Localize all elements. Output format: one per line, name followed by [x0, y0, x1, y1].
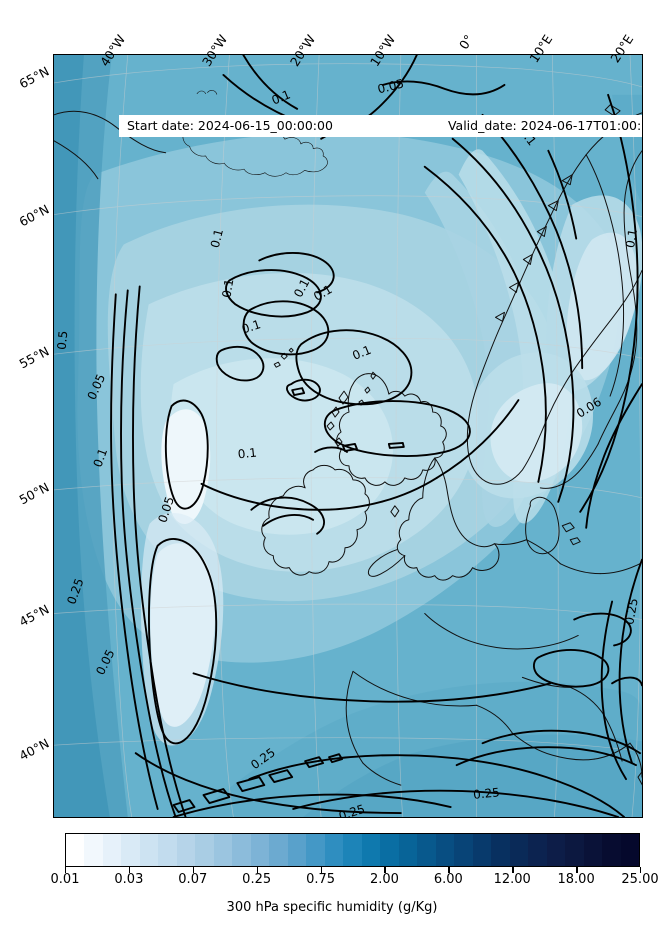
colorbar-swatch — [398, 834, 418, 866]
svg-text:0.1: 0.1 — [623, 228, 640, 249]
colorbar-swatch — [417, 834, 436, 866]
colorbar-ticks — [65, 867, 642, 873]
contour-label: 0.10.1 — [270, 87, 293, 107]
colorbar-swatch — [66, 834, 85, 866]
valid-date-label: Valid_date: 2024-06-17T01:00:00.00 — [447, 117, 642, 133]
colorbar-tick — [192, 867, 195, 873]
colorbar-swatch — [158, 834, 177, 866]
contour-label: 0.50.5 — [55, 330, 71, 350]
colorbar-tick-label: 18.00 — [557, 872, 595, 887]
colorbar-swatch — [583, 834, 603, 866]
colorbar-tick-label: 0.25 — [242, 872, 272, 887]
colorbar-tick — [384, 867, 386, 873]
info-banner: Start date: 2024-06-15_00:00:00 Valid_da… — [119, 115, 642, 137]
colorbar-tick — [576, 867, 578, 873]
colorbar-title: 300 hPa specific humidity (g/Kg) — [226, 900, 438, 915]
colorbar-swatch — [176, 834, 196, 866]
colorbar[interactable] — [65, 833, 640, 867]
svg-text:0.1: 0.1 — [237, 445, 257, 461]
svg-text:0.1: 0.1 — [270, 87, 293, 107]
contour-label: 0.10.1 — [237, 445, 257, 461]
colorbar-swatch — [528, 834, 547, 866]
colorbar-swatch — [324, 834, 344, 866]
contour-label: 0.10.1 — [91, 446, 111, 469]
latitude-tick-label: 55°N — [16, 343, 52, 372]
svg-text:0.1: 0.1 — [240, 317, 262, 336]
colorbar-swatch — [602, 834, 621, 866]
contour-label: 0.250.25 — [622, 597, 640, 626]
colorbar-tick-label: 25.00 — [621, 872, 659, 887]
svg-text:0.05: 0.05 — [376, 76, 405, 96]
colorbar-swatch — [121, 834, 140, 866]
colorbar-swatch — [287, 834, 307, 866]
colorbar-swatch — [139, 834, 159, 866]
latitude-tick-label: 50°N — [16, 479, 52, 508]
colorbar-swatch — [620, 834, 640, 866]
colorbar-swatch — [84, 834, 103, 866]
colorbar-swatch — [102, 834, 122, 866]
contour-label: 0.10.1 — [623, 228, 640, 249]
colorbar-swatch — [306, 834, 325, 866]
colorbar-tick — [256, 867, 259, 873]
contour-label: 0.10.1 — [208, 227, 226, 249]
latitude-tick-label: 60°N — [16, 201, 52, 230]
colorbar-swatch — [509, 834, 529, 866]
colorbar-tick-label: 0.75 — [306, 872, 336, 887]
contour-lines — [110, 55, 642, 817]
colorbar-swatch — [435, 834, 455, 866]
map-canvas: 0.10.10.050.050.10.10.10.10.10.10.10.10.… — [54, 55, 642, 817]
contour-label: 0.10.1 — [219, 278, 236, 299]
contour-label: 0.250.25 — [473, 785, 501, 802]
colorbar-tick-label: 6.00 — [433, 872, 463, 887]
colorbar-tick-label: 0.01 — [50, 872, 80, 887]
svg-text:0.5: 0.5 — [55, 330, 71, 350]
colorbar-tick-label: 0.03 — [114, 872, 144, 887]
colorbar-swatch — [454, 834, 473, 866]
colorbar-swatch — [361, 834, 381, 866]
colorbar-swatch — [546, 834, 566, 866]
colorbar-tick-label: 2.00 — [369, 872, 399, 887]
colorbar-swatch — [565, 834, 584, 866]
colorbar-swatch — [380, 834, 399, 866]
colorbar-swatch — [232, 834, 251, 866]
colorbar-swatch — [213, 834, 233, 866]
colorbar-swatch — [250, 834, 270, 866]
contour-label: 0.050.05 — [376, 76, 405, 96]
colorbar-swatch — [343, 834, 362, 866]
colorbar-tick — [128, 867, 131, 873]
colorbar-tick — [640, 867, 642, 873]
svg-text:0.25: 0.25 — [622, 597, 640, 626]
longitude-tick-label: 0° — [455, 31, 477, 52]
map-plot-area[interactable]: 0.10.10.050.050.10.10.10.10.10.10.10.10.… — [53, 54, 643, 818]
svg-text:0.1: 0.1 — [219, 278, 236, 299]
svg-text:0.1: 0.1 — [91, 446, 111, 469]
colorbar-swatch — [269, 834, 288, 866]
start-date-label: Start date: 2024-06-15_00:00:00 — [127, 117, 333, 133]
latitude-tick-label: 65°N — [16, 63, 52, 92]
colorbar-tick — [512, 867, 514, 873]
colorbar-tick-label: 12.00 — [493, 872, 531, 887]
contour-label: 0.10.1 — [240, 317, 262, 336]
colorbar-tick — [65, 867, 67, 873]
contour-label: 0.10.1 — [350, 343, 373, 363]
graticule — [54, 55, 642, 817]
colorbar-tick — [448, 867, 450, 873]
colorbar-tick-label: 0.07 — [178, 872, 208, 887]
colorbar-swatch — [195, 834, 214, 866]
colorbar-tick — [320, 867, 322, 873]
svg-text:0.25: 0.25 — [473, 785, 501, 802]
latitude-tick-label: 45°N — [16, 601, 52, 630]
svg-text:0.1: 0.1 — [350, 343, 373, 363]
colorbar-swatch — [472, 834, 492, 866]
colorbar-tick-labels: 0.01 0.03 0.07 0.25 0.75 2.00 6.00 12.00 18.00 25… — [0, 872, 664, 890]
latitude-tick-label: 40°N — [16, 735, 52, 764]
svg-text:0.1: 0.1 — [208, 227, 226, 249]
colorbar-swatch — [491, 834, 510, 866]
